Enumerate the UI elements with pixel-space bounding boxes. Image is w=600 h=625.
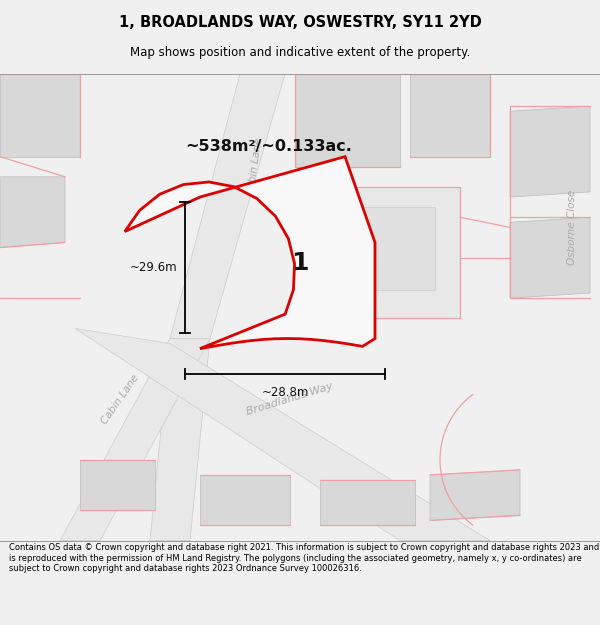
Polygon shape [80,460,155,510]
Polygon shape [125,157,375,349]
Polygon shape [150,339,210,541]
Polygon shape [510,106,590,197]
Polygon shape [0,74,80,157]
Text: Cabin Lane: Cabin Lane [246,138,264,196]
Polygon shape [60,339,210,541]
Polygon shape [300,187,460,318]
Text: 1: 1 [291,251,309,275]
Polygon shape [510,217,590,298]
Polygon shape [335,207,435,290]
Text: ~538m²/~0.133ac.: ~538m²/~0.133ac. [185,139,352,154]
Polygon shape [295,74,400,167]
Polygon shape [430,470,520,521]
Text: Contains OS data © Crown copyright and database right 2021. This information is : Contains OS data © Crown copyright and d… [9,543,599,573]
Text: ~29.6m: ~29.6m [130,261,177,274]
Polygon shape [75,328,490,541]
Polygon shape [170,74,285,339]
Polygon shape [320,480,415,526]
Text: Broadlands Way: Broadlands Way [245,381,335,417]
Text: Map shows position and indicative extent of the property.: Map shows position and indicative extent… [130,46,470,59]
Polygon shape [0,177,65,248]
Text: ~28.8m: ~28.8m [262,386,308,399]
Text: 1, BROADLANDS WAY, OSWESTRY, SY11 2YD: 1, BROADLANDS WAY, OSWESTRY, SY11 2YD [119,15,481,30]
Text: Osborne Close: Osborne Close [567,190,577,265]
Polygon shape [200,475,290,526]
Polygon shape [410,74,490,157]
Text: Cabin Lane: Cabin Lane [99,372,141,426]
